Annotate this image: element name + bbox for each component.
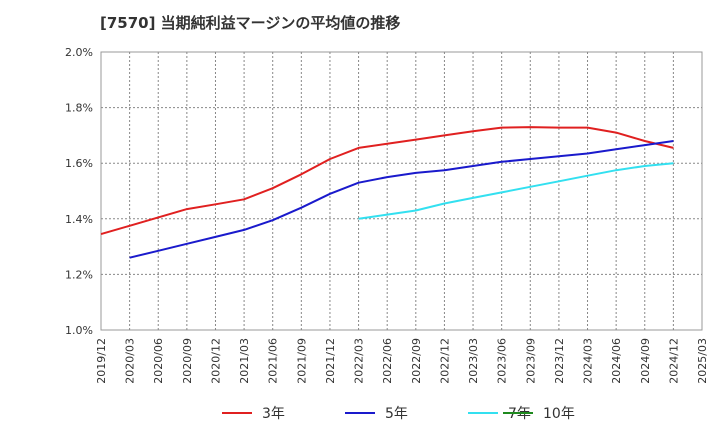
legend-label: 5年 — [385, 406, 408, 422]
x-tick-label: 2019/12 — [95, 338, 108, 384]
grid — [101, 52, 702, 330]
plot-area — [100, 51, 703, 331]
x-tick-label: 2023/12 — [553, 338, 566, 384]
y-tick-label: 2.0% — [65, 46, 93, 59]
series-line-7年 — [358, 162, 674, 220]
chart-title: [7570] 当期純利益マージンの平均値の推移 — [100, 14, 401, 32]
x-tick-label: 2022/12 — [438, 338, 451, 384]
legend-item-5年: 5年 — [345, 406, 408, 422]
x-tick-label: 2023/06 — [496, 338, 509, 384]
y-tick-label: 1.2% — [65, 268, 93, 281]
x-tick-label: 2024/09 — [639, 338, 652, 384]
legend-item-10年: 10年 — [503, 406, 575, 422]
series-lines — [100, 126, 674, 259]
x-tick-label: 2021/09 — [295, 338, 308, 384]
legend: 3年5年7年10年 — [222, 406, 575, 422]
x-tick-label: 2020/12 — [209, 338, 222, 384]
x-tick-label: 2021/06 — [267, 338, 280, 384]
legend-label: 3年 — [262, 406, 285, 422]
x-tick-label: 2021/12 — [324, 338, 337, 384]
y-tick-label: 1.6% — [65, 157, 93, 170]
x-tick-label: 2020/03 — [124, 338, 137, 384]
x-tick-label: 2024/03 — [582, 338, 595, 384]
series-line-3年 — [100, 126, 674, 236]
x-tick-label: 2023/09 — [524, 338, 537, 384]
x-tick-label: 2025/03 — [696, 338, 709, 384]
y-axis-ticks: 1.0% 1.2% 1.4% 1.6% 1.8% 2.0% — [65, 46, 93, 337]
x-tick-label: 2022/09 — [410, 338, 423, 384]
legend-label: 10年 — [543, 406, 575, 422]
y-tick-label: 1.0% — [65, 324, 93, 337]
legend-item-3年: 3年 — [222, 406, 285, 422]
x-tick-label: 2023/03 — [467, 338, 480, 384]
y-tick-label: 1.8% — [65, 102, 93, 115]
x-tick-label: 2022/03 — [353, 338, 366, 384]
y-tick-label: 1.4% — [65, 213, 93, 226]
x-tick-label: 2022/06 — [381, 338, 394, 384]
x-tick-label: 2021/03 — [238, 338, 251, 384]
x-tick-label: 2020/06 — [152, 338, 165, 384]
series-line-5年 — [129, 140, 674, 259]
x-tick-label: 2024/06 — [610, 338, 623, 384]
x-tick-label: 2020/09 — [181, 338, 194, 384]
x-tick-label: 2024/12 — [667, 338, 680, 384]
x-axis-ticks: 2019/12 2020/03 2020/06 2020/09 2020/12 2021/… — [95, 338, 709, 384]
